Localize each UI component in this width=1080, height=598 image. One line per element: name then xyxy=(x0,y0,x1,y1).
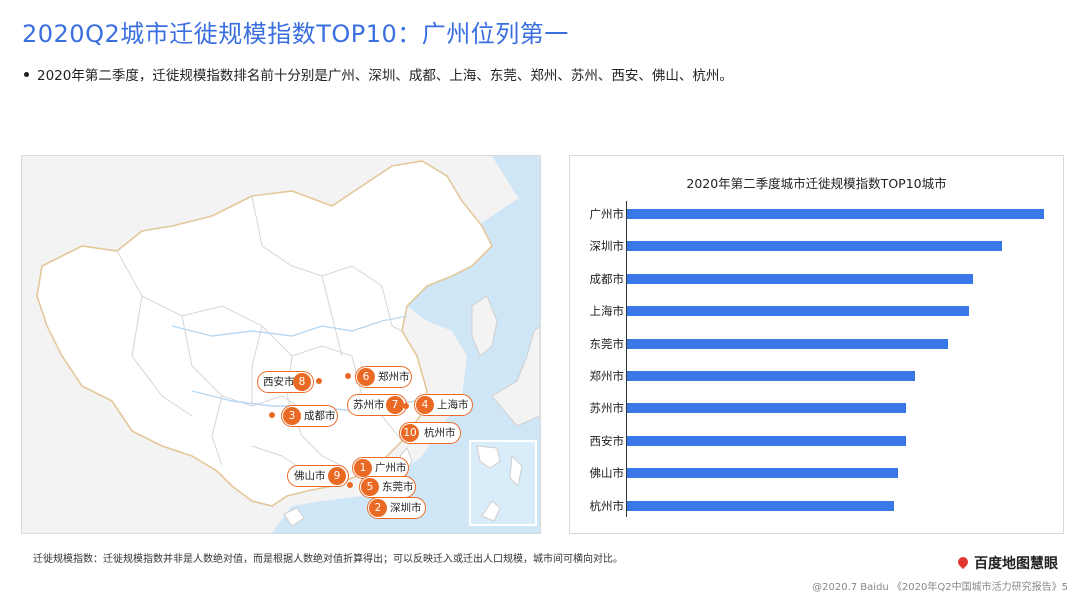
bar xyxy=(627,338,949,349)
footnote: 迁徙规模指数：迁徙规模指数并非是人数绝对值，而是根据人数绝对值折算得出；可以反映… xyxy=(33,554,623,565)
city-marker-zhengzhou: 6 郑州市 xyxy=(355,366,412,388)
bar-row: 广州市 xyxy=(570,203,1063,225)
page-title: 2020Q2城市迁徙规模指数TOP10：广州位列第一 xyxy=(22,20,569,48)
city-name-suzhou: 苏州市 xyxy=(353,399,385,411)
brand-text: 百度地图慧眼 xyxy=(974,556,1058,572)
bar xyxy=(627,500,894,511)
china-map xyxy=(36,156,540,533)
city-dot-chengdu xyxy=(269,412,275,418)
bar xyxy=(627,468,899,479)
city-rank-shenzhen: 2 xyxy=(369,499,387,517)
source-credit: @2020.7 Baidu 《2020年Q2中国城市活力研究报告》5 xyxy=(812,582,1068,593)
city-rank-guangzhou: 1 xyxy=(354,459,372,477)
city-rank-dongguan: 5 xyxy=(361,478,379,496)
city-name-chengdu: 成都市 xyxy=(304,410,336,422)
city-name-foshan: 佛山市 xyxy=(294,470,326,482)
bar-category-label: 成都市 xyxy=(589,271,625,286)
city-rank-foshan: 9 xyxy=(328,467,346,485)
bar-category-label: 苏州市 xyxy=(589,401,625,416)
city-rank-hangzhou: 10 xyxy=(401,424,419,442)
map-pin-icon xyxy=(955,554,971,570)
bar xyxy=(627,435,907,446)
bar-category-label: 广州市 xyxy=(589,207,625,221)
bar-category-label: 东莞市 xyxy=(589,336,625,351)
summary-text: 2020年第二季度，迁徙规模指数排名前十分别是广州、深圳、成都、上海、东莞、郑州… xyxy=(37,68,733,84)
china-land xyxy=(36,160,493,507)
bar-row: 佛山市 xyxy=(570,462,1063,484)
city-marker-hangzhou: 10 杭州市 xyxy=(399,422,461,444)
city-marker-xian: 西安市 8 xyxy=(257,371,314,393)
bar-row: 郑州市 xyxy=(570,365,1063,387)
bullet-dot xyxy=(24,71,29,77)
city-marker-dongguan: 5 东莞市 xyxy=(359,476,416,498)
bar-category-label: 上海市 xyxy=(589,304,625,319)
city-rank-xian: 8 xyxy=(293,373,311,391)
bar xyxy=(627,273,974,284)
bar-category-label: 西安市 xyxy=(589,433,625,448)
bar-row: 西安市 xyxy=(570,430,1063,452)
bar-row: 成都市 xyxy=(570,268,1063,290)
bar-category-label: 郑州市 xyxy=(589,369,625,383)
hainan-island xyxy=(283,507,305,527)
y-axis-line xyxy=(626,201,627,517)
bar-row: 苏州市 xyxy=(570,397,1063,419)
chart-title: 2020年第二季度城市迁徙规模指数TOP10城市 xyxy=(686,176,947,191)
bar-row: 上海市 xyxy=(570,300,1063,322)
city-rank-chengdu: 3 xyxy=(283,407,301,425)
brand-logo: 百度地图慧眼 xyxy=(955,553,1058,573)
city-rank-zhengzhou: 6 xyxy=(357,368,375,386)
bar-row: 杭州市 xyxy=(570,495,1063,517)
city-dot-zhengzhou xyxy=(345,373,351,379)
city-dot-foshan xyxy=(347,482,353,488)
korea-land xyxy=(471,295,498,357)
bar-category-label: 佛山市 xyxy=(589,466,625,481)
bar-row: 深圳市 xyxy=(570,235,1063,257)
city-name-zhengzhou: 郑州市 xyxy=(378,371,410,383)
city-name-dongguan: 东莞市 xyxy=(382,481,414,493)
city-marker-suzhou: 苏州市 7 xyxy=(347,394,407,416)
city-rank-shanghai: 4 xyxy=(416,396,434,414)
city-name-shanghai: 上海市 xyxy=(437,399,469,411)
city-name-xian: 西安市 xyxy=(263,376,295,388)
city-dot-suzhou xyxy=(403,403,409,409)
city-rank-suzhou: 7 xyxy=(386,396,404,414)
bar xyxy=(627,241,1003,252)
city-marker-chengdu: 3 成都市 xyxy=(281,405,338,427)
summary-bullet: 2020年第二季度，迁徙规模指数排名前十分别是广州、深圳、成都、上海、东莞、郑州… xyxy=(24,64,733,84)
city-marker-foshan: 佛山市 9 xyxy=(287,465,349,487)
city-dot-xian xyxy=(316,378,322,384)
city-name-hangzhou: 杭州市 xyxy=(424,427,456,439)
sea-top-right xyxy=(492,156,540,216)
city-name-guangzhou: 广州市 xyxy=(375,462,407,474)
bar-category-label: 杭州市 xyxy=(589,498,625,513)
bar xyxy=(627,371,915,381)
city-marker-shenzhen: 2 深圳市 xyxy=(367,497,426,519)
city-marker-shanghai: 4 上海市 xyxy=(414,394,473,416)
bar xyxy=(627,306,969,317)
bar xyxy=(627,209,1044,219)
japan-land xyxy=(491,325,540,427)
city-name-shenzhen: 深圳市 xyxy=(390,502,422,514)
bar-category-label: 深圳市 xyxy=(589,239,625,254)
bar xyxy=(627,403,907,414)
bar-chart-panel: 2020年第二季度城市迁徙规模指数TOP10城市 广州市深圳市成都市上海市东莞市… xyxy=(569,155,1064,534)
bar-row: 东莞市 xyxy=(570,333,1063,355)
china-map-panel: 西安市 8 6 郑州市 苏州市 7 4 上海市 3 成都市 10 杭州市 佛山市… xyxy=(21,155,541,534)
